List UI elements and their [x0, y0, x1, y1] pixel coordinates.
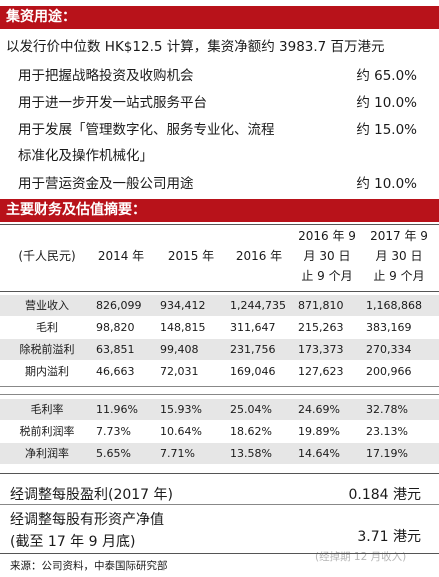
source-note: 来源：公司资料，中泰国际研究部: [10, 560, 168, 572]
col-header-9m2017: 2017 年 9 月 30 日 止 9 个月: [370, 229, 428, 283]
proceeds-summary: 以发行价中位数 HK$12.5 计算，集资净额约 3983.7 百万港元: [6, 39, 385, 55]
eps-top-rule: [0, 473, 439, 474]
col-header-2014: 2014 年: [97, 249, 145, 263]
income-bottom-rule: [0, 386, 439, 387]
ratio-top-rule: [0, 394, 439, 395]
nav-label-1: 经调整每股有形资产净值: [10, 512, 164, 528]
financials-header: 主要财务及估值摘要：: [0, 199, 439, 222]
use-label: 用于进一步开发一站式服务平台: [18, 95, 207, 111]
table-bottom-rule: [0, 553, 439, 554]
col-header-2015: 2015 年: [167, 249, 215, 263]
use-label: 用于发展「管理数字化、服务专业化、流程: [18, 122, 275, 138]
nav-label-2: (截至 17 年 9 月底): [10, 534, 136, 550]
table-row: 除税前溢利 63,851 99,408 231,756 173,373 270,…: [0, 339, 439, 360]
unit-label: (千人民元): [18, 249, 76, 263]
eps-label: 经调整每股盈利(2017 年): [10, 487, 174, 503]
header-bottom-rule: [0, 291, 439, 292]
use-pct: 约 10.0%: [356, 95, 417, 111]
table-row: 净利润率 5.65% 7.71% 13.58% 14.64% 17.19%: [0, 443, 439, 464]
nav-value: 3.71 港元: [357, 529, 421, 545]
proceeds-header: 集资用途：: [0, 6, 439, 29]
nav-note: (经掉期 12 月收入): [315, 551, 407, 563]
use-pct: 约 15.0%: [356, 122, 417, 138]
col-header-2016: 2016 年: [235, 249, 283, 263]
use-label: 用于把握战略投资及收购机会: [18, 68, 194, 84]
table-row: 毛利 98,820 148,815 311,647 215,263 383,16…: [36, 321, 412, 334]
eps-value: 0.184 港元: [348, 487, 421, 503]
use-pct: 约 65.0%: [356, 68, 417, 84]
table-row: 税前利润率 7.73% 10.64% 18.62% 19.89% 23.13%: [19, 425, 408, 438]
use-label-cont: 标准化及操作机械化」: [18, 148, 153, 164]
use-label: 用于营运资金及一般公司用途: [18, 176, 194, 192]
table-top-rule: [0, 224, 439, 225]
col-header-9m2016: 2016 年 9 月 30 日 止 9 个月: [298, 229, 356, 283]
table-row: 毛利率 11.96% 15.93% 25.04% 24.69% 32.78%: [0, 399, 439, 420]
use-pct: 约 10.0%: [356, 176, 417, 192]
table-row: 营业收入 826,099 934,412 1,244,735 871,810 1…: [0, 295, 439, 316]
eps-bottom-rule: [0, 504, 439, 505]
table-row: 期内溢利 46,663 72,031 169,046 127,623 200,9…: [25, 365, 412, 378]
